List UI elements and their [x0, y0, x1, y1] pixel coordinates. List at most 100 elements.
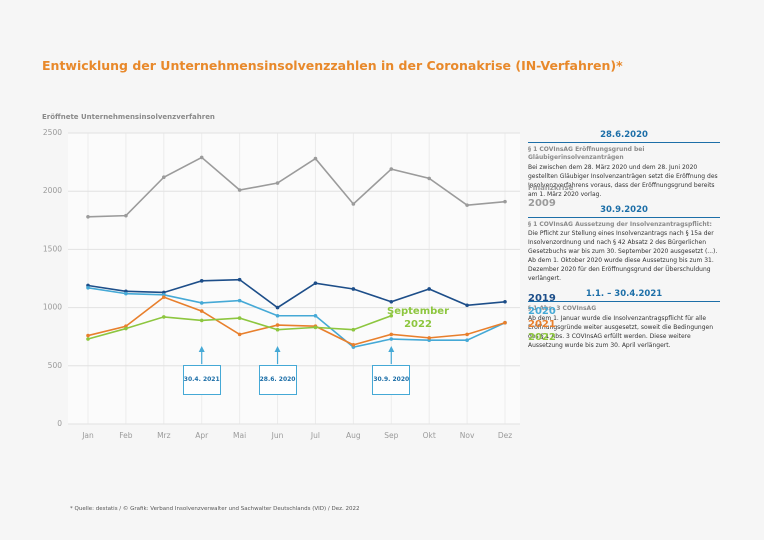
panel-body: Bei zwischen dem 28. März 2020 und dem 2… [528, 163, 718, 198]
x-tick-label: Nov [460, 431, 475, 440]
series-line [87, 287, 506, 349]
point [237, 298, 242, 303]
point [503, 299, 507, 304]
point [351, 202, 356, 206]
point [503, 320, 507, 325]
point [237, 188, 242, 192]
series-label: 2019 [528, 293, 556, 304]
series-line [87, 296, 506, 346]
y-tick-label: 1500 [43, 244, 62, 253]
panel-heading: 1.1. – 30.4.2021 [528, 289, 720, 303]
x-tick-label: Sep [384, 431, 398, 440]
point [162, 295, 166, 299]
x-tick-label: Jan [81, 431, 94, 440]
panel-subheading: § 1 Abs. 3 COVInsAG [528, 305, 597, 313]
series-line [87, 278, 506, 309]
point [86, 337, 90, 341]
point [389, 167, 394, 171]
point [351, 287, 356, 291]
point [503, 199, 507, 204]
point [465, 203, 469, 207]
point [275, 305, 280, 310]
point [313, 281, 318, 285]
point [237, 332, 242, 337]
point [275, 327, 280, 332]
marker-box: 30.4. 2021 [182, 365, 221, 395]
x-tick-label: Okt [423, 431, 436, 440]
y-tick-label: 2000 [43, 186, 62, 195]
point [427, 176, 431, 181]
point [199, 155, 204, 160]
title: Entwicklung der Unternehmensinsolvenzzah… [42, 58, 623, 73]
point [427, 336, 431, 340]
point [199, 318, 204, 323]
panel-body: Ab dem 1. Januar wurde die Insolvenzantr… [528, 314, 714, 349]
point [351, 343, 356, 347]
point [275, 323, 280, 327]
panel-section: 1.1. – 30.4.2021 § 1 Abs. 3 COVInsAG Ab de… [528, 289, 720, 349]
point [389, 332, 394, 337]
point [465, 303, 469, 308]
series-label: 2021 [528, 319, 556, 330]
point [275, 313, 280, 318]
point [389, 299, 394, 304]
point [199, 301, 204, 305]
point [313, 313, 318, 318]
point [465, 338, 469, 342]
x-tick-label: Apr [195, 431, 209, 440]
panel-subheading: § 1 COVInsAG Aussetzung der Insolvenzant… [528, 220, 712, 228]
point [86, 333, 90, 338]
y-axis-label: Eröffnete Unternehmensinsolvenzverfahren [42, 113, 215, 121]
point [237, 316, 242, 320]
point [162, 175, 166, 180]
panel-subheading: § 1 COVInsAG Eröffnungsgrund bei Gläubig… [528, 146, 645, 162]
marker-box: 30.9. 2020 [372, 365, 411, 395]
panel-section: 28.6.2020 § 1 COVInsAG Eröffnungsgrund be… [528, 130, 720, 199]
x-tick-label: Feb [119, 431, 133, 440]
x-tick-label: Jul [310, 431, 320, 440]
series-label: 2009 [528, 198, 556, 209]
series-note: Finanzkrise [528, 184, 574, 192]
point [162, 315, 166, 319]
footnote: * Quelle: destatis / © Grafik: Verband I… [70, 506, 360, 512]
arrow-head [198, 346, 205, 352]
point [124, 326, 128, 331]
x-tick-label: Dez [498, 431, 512, 440]
point [124, 213, 128, 218]
point [199, 279, 204, 283]
point [86, 215, 90, 219]
point [86, 286, 90, 290]
marker-box: 28.6. 2020 [258, 365, 297, 395]
series-label: 2020 [528, 306, 556, 317]
x-tick-label: Mrz [157, 431, 171, 440]
y-tick-label: 1000 [43, 303, 62, 312]
series-label: 2022 [528, 332, 556, 343]
panel-section: 30.9.2020 § 1 COVInsAG Aussetzung der Ins… [528, 205, 720, 283]
panel-heading: 28.6.2020 [528, 130, 720, 143]
panel-body: Die Pflicht zur Stellung eines Insolvenz… [528, 230, 718, 283]
arrow-head [388, 346, 395, 352]
point [124, 291, 128, 296]
point [465, 332, 469, 337]
y-tick-label: 2500 [43, 128, 62, 137]
info-panel: 28.6.2020 § 1 COVInsAG Eröffnungsgrund be… [528, 130, 720, 356]
arrow-head [274, 346, 281, 352]
series-line [87, 156, 506, 218]
y-tick-label: 500 [48, 361, 63, 370]
point [199, 309, 204, 313]
panel-heading: 30.9.2020 [528, 205, 720, 218]
x-tick-label: Aug [346, 431, 361, 440]
point [313, 325, 318, 330]
y-tick-label: 0 [57, 419, 62, 428]
point [237, 277, 242, 282]
point [351, 327, 356, 332]
point [313, 156, 318, 161]
point [389, 313, 394, 318]
point [427, 287, 431, 291]
point [389, 337, 394, 341]
point [275, 181, 280, 185]
x-tick-label: Jun [271, 431, 284, 440]
annotation: September 2022 [387, 306, 449, 330]
x-tick-label: Mai [233, 431, 246, 440]
